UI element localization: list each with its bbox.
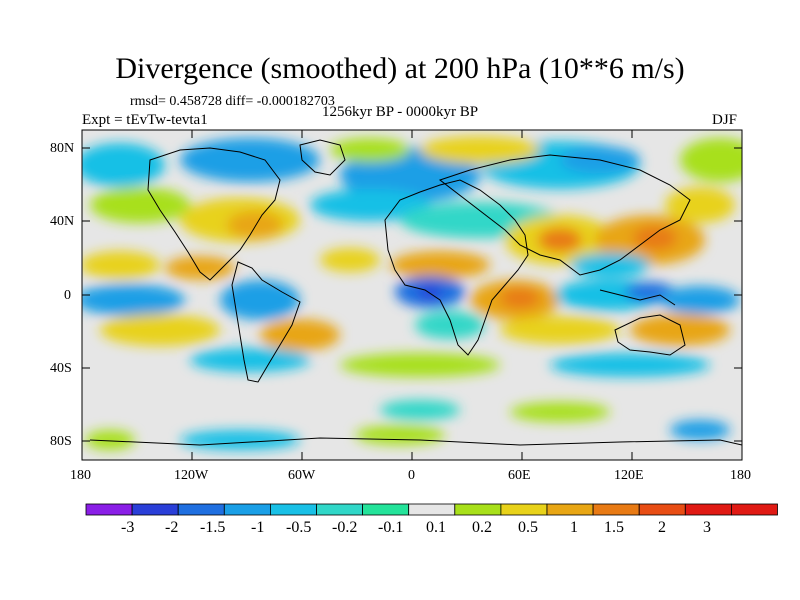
colorbar-swatch: [684, 503, 732, 516]
lon-label-120w: 120W: [174, 468, 209, 483]
lat-label-40n: 40N: [50, 214, 75, 229]
colorbar-label: -1.5: [200, 519, 226, 536]
colorbar-label: 2: [658, 519, 666, 536]
colorbar-label: -0.1: [378, 519, 404, 536]
lon-label-60w: 60W: [288, 468, 316, 483]
colorbar-label: 0.2: [472, 519, 492, 536]
colorbar-swatch: [85, 503, 133, 516]
colorbar-swatch: [638, 503, 686, 516]
colorbar-label: 3: [703, 519, 711, 536]
lon-label-60e: 60E: [508, 468, 531, 483]
colorbar-swatch: [454, 503, 502, 516]
lat-ticks: [82, 147, 742, 442]
colorbar-label: -2: [165, 519, 179, 536]
colorbar-swatch: [177, 503, 225, 516]
lon-label-180e: 180: [730, 468, 751, 483]
colorbar-label: 1: [570, 519, 578, 536]
stats-line: rmsd= 0.458728 diff= -0.000182703: [130, 94, 335, 109]
lon-ticks: [81, 130, 743, 460]
season-label: DJF: [712, 112, 738, 128]
lon-label-120e: 120E: [614, 468, 644, 483]
colorbar-label: -3: [121, 519, 135, 536]
lon-label-180w: 180: [70, 468, 91, 483]
lat-label-80n: 80N: [50, 141, 75, 156]
colorbar-swatch: [316, 503, 363, 516]
colorbar-swatch: [592, 503, 640, 516]
colorbar-swatch: [500, 503, 548, 516]
colorbar-label: -0.5: [286, 519, 312, 536]
colorbar-swatch: [131, 503, 179, 516]
colorbar-swatch: [546, 503, 594, 516]
plot-title: Divergence (smoothed) at 200 hPa (10**6 …: [115, 52, 685, 85]
colorbar-swatch: [408, 503, 456, 516]
colorbar-swatch: [269, 503, 317, 516]
divergence-field: [82, 130, 742, 460]
period-label: 1256kyr BP - 0000kyr BP: [322, 104, 479, 120]
coastlines: [89, 139, 742, 446]
colorbar-label: -1: [251, 519, 265, 536]
lat-label-0: 0: [64, 288, 71, 303]
lat-label-80s: 80S: [50, 434, 72, 449]
lon-label-0: 0: [408, 468, 415, 483]
colorbar-swatch: [223, 503, 271, 516]
colorbar-label: 0.5: [518, 519, 538, 536]
colorbar: [85, 503, 778, 516]
colorbar-label: 0.1: [426, 519, 446, 536]
colorbar-swatch: [362, 503, 410, 516]
lat-label-40s: 40S: [50, 361, 72, 376]
colorbar-label: 1.5: [604, 519, 624, 536]
colorbar-label: -0.2: [332, 519, 358, 536]
colorbar-swatch: [731, 503, 778, 516]
experiment-label: Expt = tEvTw-tevta1: [82, 112, 208, 128]
